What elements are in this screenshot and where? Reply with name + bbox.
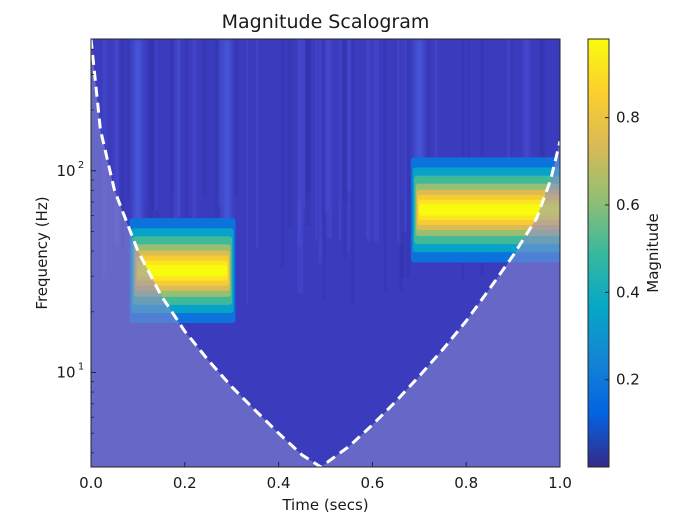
y-tick-label: 10 xyxy=(56,162,75,180)
colorbar-tick-label: 0.8 xyxy=(616,109,640,127)
colorbar-tick-label: 0.6 xyxy=(616,196,640,214)
colorbar xyxy=(587,38,610,468)
colorbar-axis: 0.2 0.4 0.6 0.8 xyxy=(605,109,640,389)
transient-ridge xyxy=(133,39,142,271)
scalogram-ridges xyxy=(133,39,424,271)
x-tick-label: 0.0 xyxy=(79,474,103,492)
plot-frame xyxy=(90,38,561,468)
x-tick-label: 0.4 xyxy=(267,474,291,492)
colorbar-label: Magnitude xyxy=(644,213,662,292)
x-tick-label: 1.0 xyxy=(548,474,572,492)
x-tick-label: 0.2 xyxy=(173,474,197,492)
y-axis-label: Frequency (Hz) xyxy=(33,196,51,309)
y-tick-label: 10 xyxy=(56,363,75,381)
cone-of-influence-shade xyxy=(91,39,560,467)
colorbar-tick-label: 0.2 xyxy=(616,371,640,389)
transient-ridge xyxy=(415,39,424,210)
x-tick-label: 0.6 xyxy=(360,474,384,492)
x-axis: 0.0 0.2 0.4 0.6 0.8 1.0 xyxy=(79,462,572,492)
component-2-band xyxy=(419,204,560,216)
colorbar-tick-label: 0.4 xyxy=(616,283,640,301)
chart-title: Magnitude Scalogram xyxy=(222,11,430,33)
x-axis-label: Time (secs) xyxy=(281,496,368,514)
y-tick-exponent: 1 xyxy=(78,361,84,372)
y-tick-exponent: 2 xyxy=(78,160,84,171)
x-tick-label: 0.8 xyxy=(454,474,478,492)
component-1-band xyxy=(137,264,228,277)
transient-ridge xyxy=(223,39,232,271)
